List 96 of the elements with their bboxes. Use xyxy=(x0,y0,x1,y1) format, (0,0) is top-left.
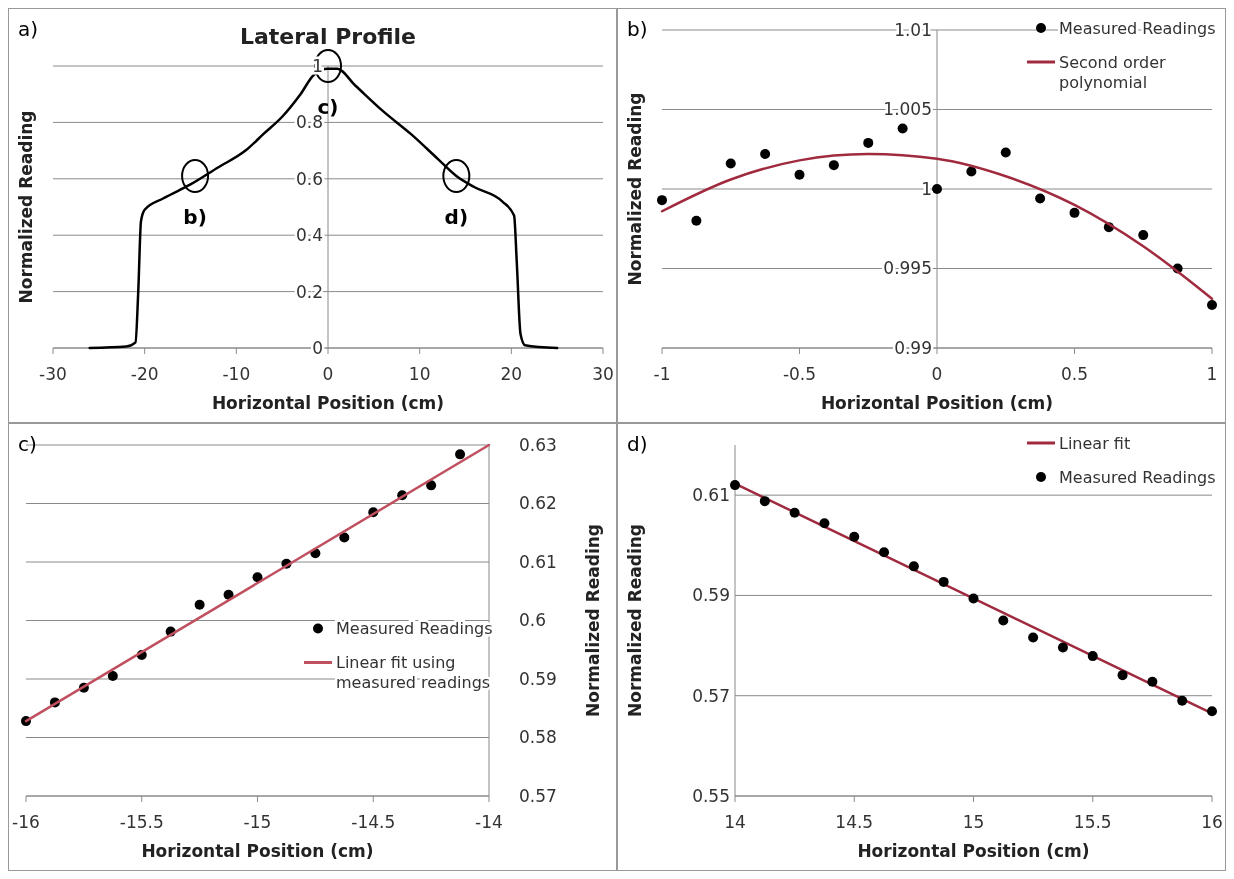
x-axis-title: Horizontal Position (cm) xyxy=(211,393,445,413)
y2-tick-label: 0.58 xyxy=(519,727,557,748)
y2-tick-label: 0.59 xyxy=(519,668,557,689)
point xyxy=(828,160,839,171)
y-tick-label: 0 xyxy=(312,337,323,358)
x-tick-label: -1 xyxy=(653,364,671,384)
x-tick-label: -15 xyxy=(243,812,272,832)
x-axis-title: Horizontal Position (cm) xyxy=(857,841,1090,861)
point xyxy=(863,137,874,148)
point xyxy=(1057,642,1068,653)
point xyxy=(107,671,118,682)
y-axis-title: Normalized Reading xyxy=(16,110,36,304)
y2-tick-label: 0.63 xyxy=(519,434,557,455)
text: a) xyxy=(18,17,39,41)
x-tick-label: 0.5 xyxy=(1060,364,1089,384)
y-axis-title: Normalized Reading xyxy=(625,523,645,718)
x-tick-label: 1 xyxy=(1206,364,1218,384)
x-axis-title: Horizontal Position (cm) xyxy=(141,841,374,861)
annotation: d) xyxy=(444,204,469,229)
point xyxy=(938,576,949,587)
y2-tick-label: 0.61 xyxy=(519,551,557,572)
x-tick-label: -0.5 xyxy=(782,364,817,384)
point xyxy=(194,599,205,610)
point xyxy=(1000,147,1011,158)
point xyxy=(966,166,977,177)
point xyxy=(339,532,350,543)
annotation: c) xyxy=(18,432,37,456)
point xyxy=(968,593,979,604)
point xyxy=(908,561,919,572)
legend-label: Linear fit using measured readings xyxy=(336,653,491,693)
x-tick-label: 16 xyxy=(1201,812,1223,832)
y2-tick-label: 0.62 xyxy=(519,493,557,514)
point xyxy=(1117,670,1128,681)
point xyxy=(897,123,908,134)
y-tick-label: 0.6 xyxy=(295,168,323,189)
point xyxy=(730,480,740,491)
legend-label: Linear fit xyxy=(1059,433,1131,453)
point xyxy=(691,215,702,226)
y-tick-label: 0.2 xyxy=(295,281,323,302)
point xyxy=(1035,193,1046,204)
chart-title: Lateral Profile xyxy=(239,24,417,49)
point xyxy=(849,531,860,542)
x-tick-label: -30 xyxy=(39,364,67,384)
x-tick-label: 20 xyxy=(500,364,523,384)
point xyxy=(1138,230,1149,241)
x-tick-label: -16 xyxy=(12,812,40,832)
y-tick-label: 1 xyxy=(921,178,932,199)
x-axis-title: Horizontal Position (cm) xyxy=(820,393,1054,413)
point xyxy=(657,195,667,206)
point xyxy=(794,169,805,180)
legend-label: Measured Readings xyxy=(1059,18,1216,38)
point xyxy=(819,518,830,529)
text: d) xyxy=(627,432,648,456)
x-tick-label: 10 xyxy=(408,364,431,384)
point xyxy=(879,547,890,558)
point xyxy=(760,149,771,160)
point xyxy=(1147,676,1158,687)
text: b) xyxy=(627,17,648,41)
point xyxy=(1028,632,1039,643)
y-tick-label: 0.4 xyxy=(295,225,323,246)
y-tick-label: 0.59 xyxy=(692,585,730,606)
y-tick-label: 0.57 xyxy=(692,685,730,706)
point xyxy=(789,507,800,518)
x-tick-label: 15.5 xyxy=(1073,812,1112,832)
point xyxy=(725,158,736,169)
point xyxy=(932,184,942,194)
y2-axis-title: Normalized Reading xyxy=(583,523,603,718)
point xyxy=(998,615,1009,626)
x-tick-label: -14 xyxy=(475,812,503,832)
x-tick-label: 14 xyxy=(724,812,746,832)
y-tick-label: 1.01 xyxy=(894,19,932,40)
annotation: b) xyxy=(183,204,207,229)
point xyxy=(1207,706,1217,717)
point xyxy=(1177,695,1188,706)
point xyxy=(1207,300,1217,311)
x-tick-label: -10 xyxy=(222,364,251,384)
legend-label: Measured Readings xyxy=(1059,467,1216,487)
legend-label: Second order polynomial xyxy=(1059,52,1167,92)
x-tick-label: 30 xyxy=(592,364,614,384)
point xyxy=(1087,651,1098,662)
x-tick-label: -14.5 xyxy=(351,812,396,832)
x-tick-label: -20 xyxy=(130,364,159,384)
y-axis-title: Normalized Reading xyxy=(625,92,645,286)
x-tick-label: 15 xyxy=(962,812,985,832)
point xyxy=(1069,207,1080,218)
y2-tick-label: 0.6 xyxy=(519,610,547,631)
point xyxy=(455,449,466,460)
y-tick-label: 0.99 xyxy=(894,337,932,358)
y-tick-label: 0.55 xyxy=(692,785,730,806)
x-tick-label: 14.5 xyxy=(835,812,874,832)
y-tick-label: 0.61 xyxy=(692,485,730,506)
y2-tick-label: 0.57 xyxy=(519,785,557,806)
point xyxy=(759,496,770,507)
legend-label: Measured Readings xyxy=(336,619,493,639)
x-tick-label: -15.5 xyxy=(119,812,164,832)
point xyxy=(252,572,263,583)
